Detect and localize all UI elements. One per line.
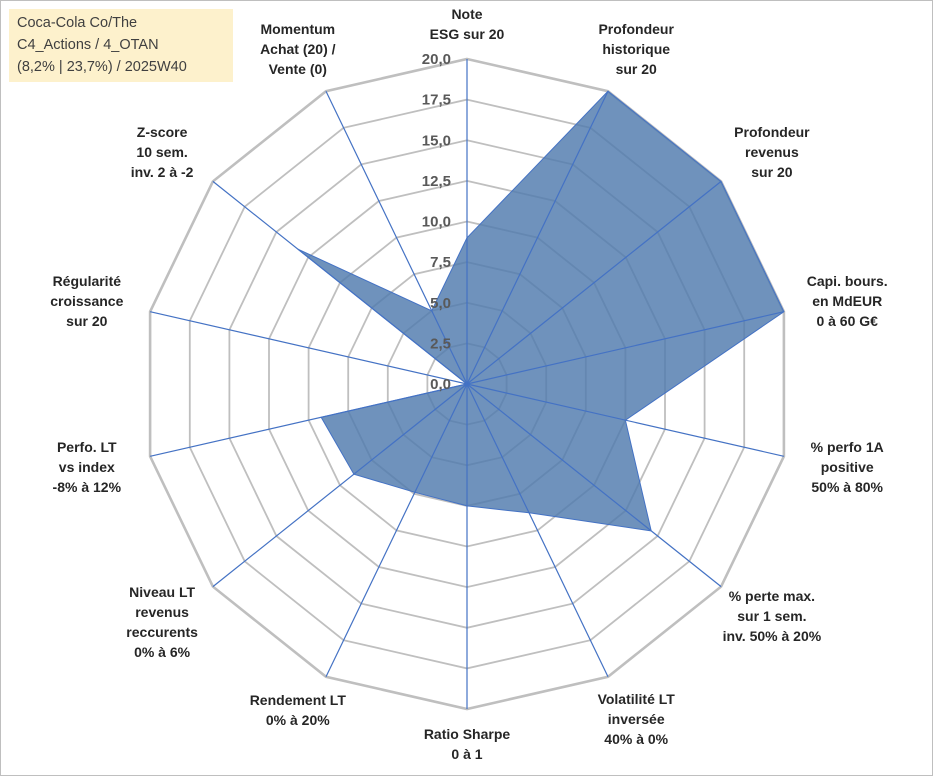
- tick-label-6: 15,0: [422, 132, 451, 149]
- axis-label-7: Volatilité LT inversée 40% à 0%: [598, 691, 676, 747]
- axis-label-14-line-3: Vente (0): [269, 61, 327, 77]
- spoke-9: [325, 383, 468, 678]
- tick-label-1: 2,5: [430, 335, 451, 352]
- axis-label-9-line-2: 0% à 20%: [266, 712, 330, 728]
- axis-label-3-line-2: revenus: [745, 144, 799, 160]
- axis-label-13-line-1: Z-score: [137, 124, 188, 140]
- tick-label-3: 7,5: [430, 254, 451, 271]
- axis-label-7-line-1: Volatilité LT: [598, 691, 676, 707]
- chart-title-box: Coca-Cola Co/The C4_Actions / 4_OTAN (8,…: [9, 9, 233, 82]
- spoke-7: [466, 383, 609, 678]
- axis-label-2-line-3: sur 20: [616, 61, 657, 77]
- axis-label-4-line-2: en MdEUR: [812, 293, 882, 309]
- spoke-4: [466, 311, 785, 385]
- spoke-14: [325, 90, 468, 385]
- axis-label-8: Ratio Sharpe 0 à 1: [424, 726, 511, 762]
- spoke-13: [212, 180, 468, 385]
- axis-label-5-line-2: positive: [821, 459, 874, 475]
- axis-label-12-line-1: Régularité: [53, 273, 122, 289]
- axis-label-5-line-1: % perfo 1A: [811, 439, 884, 455]
- axis-label-10-line-4: 0% à 6%: [134, 644, 191, 660]
- axis-label-11-line-3: -8% à 12%: [53, 479, 122, 495]
- axis-label-5-line-3: 50% à 80%: [811, 479, 883, 495]
- chart-title-line-2: C4_Actions / 4_OTAN: [17, 37, 159, 53]
- axis-label-13-line-2: 10 sem.: [136, 144, 187, 160]
- axis-label-2-line-1: Profondeur: [598, 21, 674, 37]
- axis-label-9: Rendement LT 0% à 20%: [250, 692, 347, 728]
- spoke-6: [466, 383, 722, 588]
- spoke-2: [466, 90, 609, 385]
- radar-axis-labels: Note ESG sur 20 Profondeur historique sur 20…: [50, 6, 887, 762]
- chart-title-line-1: Coca-Cola Co/The: [17, 15, 138, 31]
- axis-label-3-line-3: sur 20: [751, 164, 792, 180]
- axis-label-11-line-2: vs index: [59, 459, 115, 475]
- axis-label-6-line-3: inv. 50% à 20%: [723, 628, 822, 644]
- tick-label-7: 17,5: [422, 92, 451, 109]
- axis-label-14-line-1: Momentum: [260, 21, 335, 37]
- spoke-11: [149, 383, 468, 457]
- axis-label-6-line-1: % perte max.: [729, 588, 815, 604]
- axis-label-1: Note ESG sur 20: [430, 6, 505, 42]
- axis-label-10: Niveau LT revenus reccurents 0% à 6%: [126, 584, 198, 660]
- axis-label-4-line-1: Capi. bours.: [807, 273, 888, 289]
- axis-label-6: % perte max. sur 1 sem. inv. 50% à 20%: [723, 588, 822, 644]
- tick-label-4: 10,0: [422, 214, 451, 231]
- axis-label-13-line-3: inv. 2 à -2: [131, 164, 194, 180]
- axis-label-1-line-2: ESG sur 20: [430, 26, 505, 42]
- axis-label-14: Momentum Achat (20) / Vente (0): [260, 21, 336, 77]
- axis-label-10-line-2: revenus: [135, 604, 189, 620]
- axis-label-3: Profondeur revenus sur 20: [734, 124, 810, 180]
- tick-label-5: 12,5: [422, 173, 451, 190]
- axis-label-11: Perfo. LT vs index -8% à 12%: [53, 439, 122, 495]
- axis-label-7-line-3: 40% à 0%: [604, 731, 668, 747]
- axis-label-14-line-2: Achat (20) /: [260, 41, 336, 57]
- axis-label-12-line-3: sur 20: [66, 313, 107, 329]
- axis-label-4-line-3: 0 à 60 G€: [816, 313, 878, 329]
- axis-label-7-line-2: inversée: [608, 711, 665, 727]
- axis-label-9-line-1: Rendement LT: [250, 692, 347, 708]
- chart-title-line-3: (8,2% | 23,7%) / 2025W40: [17, 59, 187, 75]
- axis-label-12-line-2: croissance: [50, 293, 123, 309]
- tick-label-2: 5,0: [430, 295, 451, 312]
- radar-spokes: [149, 59, 785, 709]
- axis-label-10-line-1: Niveau LT: [129, 584, 195, 600]
- axis-label-5: % perfo 1A positive 50% à 80%: [811, 439, 884, 495]
- axis-label-8-line-1: Ratio Sharpe: [424, 726, 511, 742]
- axis-label-1-line-1: Note: [451, 6, 482, 22]
- tick-label-8: 20,0: [422, 51, 451, 68]
- axis-label-13: Z-score 10 sem. inv. 2 à -2: [131, 124, 194, 180]
- axis-label-10-line-3: reccurents: [126, 624, 198, 640]
- axis-label-12: Régularité croissance sur 20: [50, 273, 123, 329]
- spoke-10: [212, 383, 468, 588]
- axis-label-8-line-2: 0 à 1: [451, 746, 482, 762]
- axis-label-11-line-1: Perfo. LT: [57, 439, 117, 455]
- radar-tick-labels: 0,0 2,5 5,0 7,5 10,0 12,5 15,0 17,5 20,0: [422, 51, 451, 393]
- axis-label-4: Capi. bours. en MdEUR 0 à 60 G€: [807, 273, 888, 329]
- spoke-3: [466, 180, 722, 385]
- axis-label-3-line-1: Profondeur: [734, 124, 810, 140]
- axis-label-6-line-2: sur 1 sem.: [737, 608, 806, 624]
- axis-label-2: Profondeur historique sur 20: [598, 21, 674, 77]
- spoke-12: [149, 311, 468, 385]
- axis-label-2-line-2: historique: [602, 41, 670, 57]
- spoke-5: [466, 383, 785, 457]
- tick-label-0: 0,0: [430, 376, 451, 393]
